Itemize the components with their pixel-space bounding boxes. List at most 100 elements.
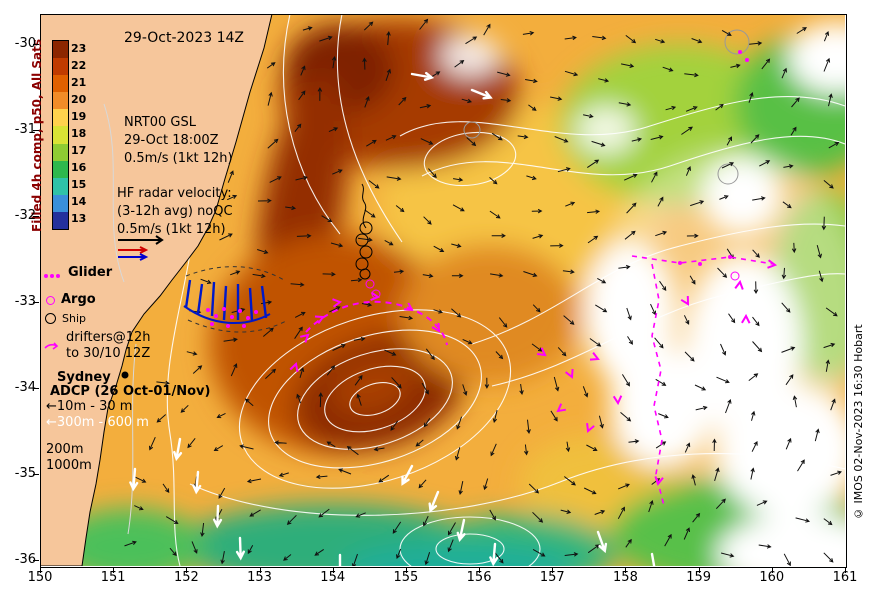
x-tick-label: 160 <box>759 570 785 585</box>
y-tick-label: -34 <box>14 380 36 395</box>
colorbar-tick-label: 18 <box>71 127 87 140</box>
colorbar-segment <box>53 41 68 59</box>
y-tick-mark <box>33 44 39 45</box>
colorbar-tick-label: 19 <box>71 109 87 123</box>
velocity-scale-arrows <box>118 235 164 261</box>
hf-radar-velocity-vectors <box>124 18 842 566</box>
drifter-arrow-icon <box>44 342 59 350</box>
colorbar-segment <box>53 75 68 93</box>
colorbar-segment <box>53 143 68 161</box>
legend-glider: Glider <box>44 263 112 282</box>
colorbar-segment <box>53 211 68 230</box>
x-tick-mark <box>40 567 41 573</box>
colorbar-tick-label: 14 <box>71 195 87 209</box>
colorbar-segment <box>53 194 68 212</box>
x-tick-label: 155 <box>393 570 419 585</box>
colorbar-segment <box>53 58 68 76</box>
x-tick-mark <box>405 567 407 573</box>
glider-dots-icon <box>44 263 62 282</box>
x-tick-label: 151 <box>100 570 126 585</box>
copyright-text: © IMOS 02-Nov-2023 16:30 Hobart <box>852 324 865 520</box>
adcp-title: ADCP (26 Oct-01/Nov) <box>50 384 211 399</box>
y-tick-mark <box>33 474 39 475</box>
gsl-line2: 29-Oct 18:00Z <box>124 133 219 148</box>
y-tick-mark <box>33 216 39 217</box>
x-tick-mark <box>259 567 261 573</box>
adcp-depth-4: 1000m <box>46 458 92 473</box>
gsl-line3: 0.5m/s (1kt 12h) <box>124 151 233 166</box>
x-tick-mark <box>186 567 188 573</box>
colorbar-segment <box>53 109 68 127</box>
y-tick-label: -31 <box>14 122 36 137</box>
ship-circle-icon <box>45 313 56 324</box>
argo-circle-icon <box>46 295 55 305</box>
argo-floats <box>365 271 740 299</box>
sydney-label: Sydney <box>57 370 111 385</box>
y-tick-label: -33 <box>14 294 36 309</box>
gsl-annotation: NRT00 GSL 29-Oct 18:00Z 0.5m/s (1kt 12h) <box>124 114 233 168</box>
x-tick-label: 156 <box>466 570 492 585</box>
adcp-depth-3: 200m <box>46 442 84 457</box>
ship-track <box>355 183 373 280</box>
sydney-marker <box>121 371 129 379</box>
legend-argo: Argo <box>46 291 96 309</box>
x-tick-mark <box>698 567 700 573</box>
x-tick-mark <box>845 567 846 573</box>
x-tick-mark <box>625 567 627 573</box>
x-tick-label: 159 <box>686 570 712 585</box>
colorbar-tick-label: 17 <box>71 144 87 158</box>
left-arrow-icon: ← <box>46 415 57 430</box>
x-tick-label: 154 <box>320 570 346 585</box>
ssh-contours <box>166 14 845 566</box>
colorbar-tick-label: 16 <box>71 161 87 175</box>
gsl-velocity-vectors-white <box>129 71 659 566</box>
y-tick-label: -30 <box>14 36 36 51</box>
x-tick-label: 161 <box>832 570 858 585</box>
x-tick-mark <box>113 567 115 573</box>
x-tick-label: 152 <box>173 570 199 585</box>
legend-ship: Ship <box>45 312 86 325</box>
colorbar-tick-label: 22 <box>71 58 87 72</box>
gsl-line1: NRT00 GSL <box>124 115 196 130</box>
x-tick-label: 153 <box>247 570 272 585</box>
drifter-tracks <box>206 50 778 507</box>
y-tick-label: -32 <box>14 208 36 223</box>
adcp-depth-2: ←300m - 600 m <box>46 415 149 430</box>
x-tick-mark <box>771 567 773 573</box>
ship-label: Ship <box>62 312 86 325</box>
y-tick-label: -36 <box>14 552 36 567</box>
sst-field-blobs <box>55 19 845 566</box>
drifters-label: drifters@12h to 30/10 12Z <box>66 330 151 361</box>
hf-radar-annotation: HF radar velocity: (3-12h avg) noQC 0.5m… <box>117 185 233 239</box>
map-canvas <box>40 14 845 566</box>
y-tick-label: -35 <box>14 466 36 481</box>
land-coastline <box>40 14 273 566</box>
colorbar-segment <box>53 126 68 144</box>
colorbar-tick-label: 13 <box>71 212 87 226</box>
y-tick-mark <box>33 302 39 303</box>
adcp-depth-1: ←10m - 30 m <box>46 399 133 414</box>
glider-label: Glider <box>68 264 113 280</box>
x-tick-mark <box>552 567 554 573</box>
colorbar <box>52 40 69 230</box>
radar-fan <box>183 266 289 333</box>
x-tick-label: 150 <box>27 570 53 585</box>
colorbar-segment <box>53 160 68 178</box>
argo-label: Argo <box>61 292 96 307</box>
x-tick-label: 157 <box>539 570 565 585</box>
hf-line3: 0.5m/s (1kt 12h) <box>117 222 226 237</box>
left-arrow-icon: ← <box>46 399 57 414</box>
y-tick-mark <box>33 130 39 131</box>
x-tick-mark <box>332 567 334 573</box>
y-tick-mark <box>33 388 39 389</box>
colorbar-tick-label: 20 <box>71 92 87 106</box>
colorbar-tick-label: 15 <box>71 178 87 192</box>
glider-track-dots <box>206 307 258 328</box>
y-tick-mark <box>33 560 39 561</box>
x-tick-label: 158 <box>613 570 638 585</box>
legend-drifters: drifters@12h to 30/10 12Z <box>44 330 151 362</box>
timestamp-title: 29-Oct-2023 14Z <box>124 30 244 46</box>
x-tick-mark <box>479 567 481 573</box>
grey-contours <box>463 29 750 185</box>
